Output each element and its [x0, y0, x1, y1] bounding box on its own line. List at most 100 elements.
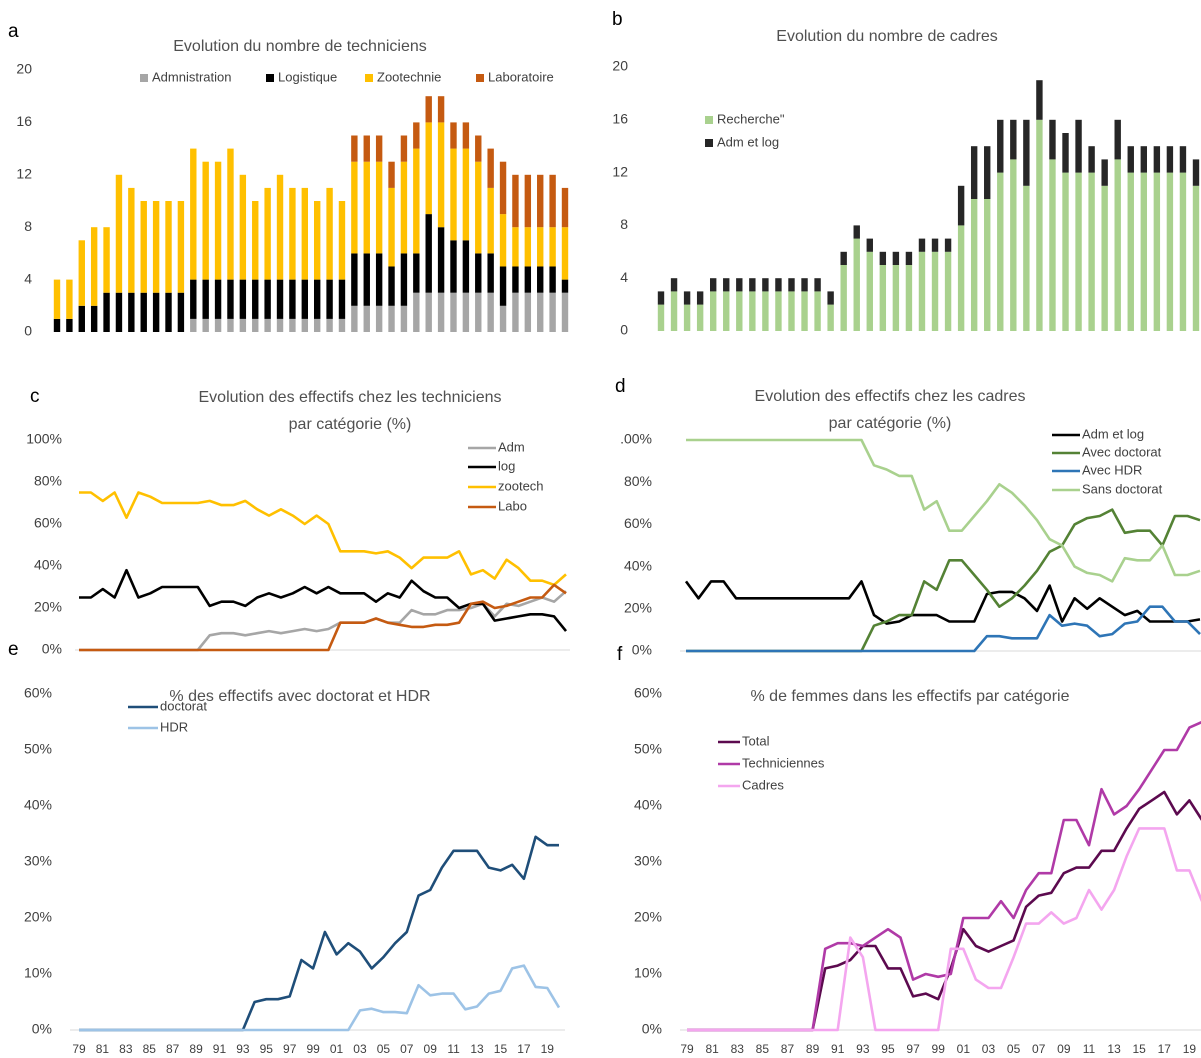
- bar-segment: [351, 305, 358, 332]
- bar-segment: [239, 318, 247, 332]
- bar-segment: [670, 291, 678, 331]
- bar-segment: [512, 174, 519, 228]
- line-series: [687, 827, 1201, 1032]
- y-tick-label: 50%: [24, 741, 52, 757]
- bar-segment: [276, 279, 284, 319]
- bar-segment: [1127, 146, 1134, 173]
- bar-segment: [338, 318, 346, 332]
- y-tick-label: 100%: [26, 431, 62, 447]
- legend-label: Cadres: [742, 777, 784, 792]
- bar-segment: [499, 305, 507, 332]
- x-tick-label: 81: [96, 1042, 110, 1056]
- bar-segment: [313, 318, 321, 332]
- bar-segment: [351, 135, 358, 162]
- bar-segment: [1036, 80, 1043, 120]
- bar-segment: [301, 187, 309, 280]
- x-tick-label: 13: [1107, 1042, 1121, 1056]
- bar-segment: [1179, 172, 1187, 331]
- bar-segment: [499, 266, 507, 306]
- bar-segment: [549, 174, 556, 228]
- y-tick-label: 0%: [32, 1021, 52, 1037]
- bar-segment: [1114, 119, 1121, 160]
- x-tick-label: 91: [831, 1042, 845, 1056]
- y-tick-label: 30%: [24, 853, 52, 869]
- bar-segment: [78, 305, 85, 332]
- chart-title: par catégorie (%): [829, 415, 952, 432]
- bar-segment: [351, 253, 358, 306]
- bar-segment: [289, 279, 296, 319]
- bar-segment: [1075, 172, 1082, 331]
- bar-segment: [1179, 146, 1187, 173]
- bar-segment: [264, 318, 271, 332]
- bar-segment: [475, 292, 482, 332]
- legend-label: Logistique: [278, 69, 337, 84]
- x-tick-label: 97: [906, 1042, 920, 1056]
- bar-segment: [475, 161, 482, 254]
- legend-label: Laboratoire: [488, 69, 554, 84]
- bar-segment: [351, 161, 358, 254]
- bar-segment: [537, 266, 544, 293]
- bar-segment: [1140, 172, 1148, 331]
- x-tick-label: 15: [494, 1042, 508, 1056]
- y-tick-label: 4: [24, 270, 32, 286]
- legend-label: Adm et log: [1082, 426, 1144, 441]
- legend-label: Techniciennes: [742, 755, 825, 770]
- bar-segment: [814, 278, 821, 292]
- bar-segment: [425, 122, 432, 215]
- chart-title: % de femmes dans les effectifs par catég…: [751, 688, 1070, 705]
- legend-swatch: [476, 74, 484, 82]
- bar-segment: [1075, 119, 1082, 173]
- bar-segment: [388, 266, 395, 306]
- bar-segment: [984, 199, 991, 331]
- bar-segment: [400, 135, 408, 162]
- bar-segment: [853, 238, 860, 331]
- x-tick-label: 85: [756, 1042, 770, 1056]
- bar-segment: [944, 238, 952, 252]
- bar-segment: [1153, 146, 1161, 173]
- bar-segment: [827, 304, 834, 331]
- panel-letter: a: [8, 21, 19, 42]
- bar-segment: [1088, 172, 1095, 331]
- bar-segment: [1192, 159, 1200, 186]
- bar-segment: [301, 318, 309, 332]
- bar-segment: [892, 251, 900, 265]
- legend-swatch: [705, 139, 713, 147]
- bar-segment: [499, 214, 507, 267]
- y-tick-label: 40%: [24, 797, 52, 813]
- bar-segment: [984, 146, 991, 199]
- bar-segment: [363, 135, 370, 162]
- bar-segment: [90, 305, 98, 332]
- bar-segment: [524, 174, 532, 228]
- y-tick-label: 10%: [634, 965, 662, 981]
- bar-segment: [450, 292, 457, 332]
- bar-segment: [549, 292, 556, 332]
- x-tick-label: 01: [957, 1042, 971, 1056]
- bar-segment: [103, 227, 110, 293]
- x-tick-label: 03: [982, 1042, 996, 1056]
- bar-segment: [997, 119, 1004, 173]
- x-tick-label: 13: [470, 1042, 484, 1056]
- bar-segment: [363, 305, 370, 332]
- bar-segment: [549, 227, 556, 267]
- legend-label: Avec doctorat: [1082, 444, 1162, 459]
- legend-label: Admnistration: [152, 69, 231, 84]
- y-tick-label: 0%: [42, 641, 62, 657]
- bar-segment: [1023, 119, 1030, 186]
- bar-segment: [276, 174, 284, 280]
- bar-segment: [487, 148, 494, 188]
- bar-segment: [450, 122, 457, 149]
- x-tick-label: 83: [119, 1042, 133, 1056]
- bar-segment: [413, 253, 420, 293]
- legend-label: zootech: [498, 478, 544, 493]
- y-tick-label: 16: [16, 113, 32, 129]
- bar-segment: [970, 146, 978, 199]
- bar-segment: [202, 279, 209, 319]
- bar-segment: [115, 174, 123, 293]
- x-tick-label: 17: [1158, 1042, 1172, 1056]
- bar-segment: [239, 279, 247, 319]
- bar-segment: [475, 135, 482, 162]
- bar-segment: [970, 199, 978, 331]
- y-tick-label: 60%: [624, 515, 652, 531]
- bar-segment: [177, 292, 185, 332]
- x-tick-label: 99: [306, 1042, 320, 1056]
